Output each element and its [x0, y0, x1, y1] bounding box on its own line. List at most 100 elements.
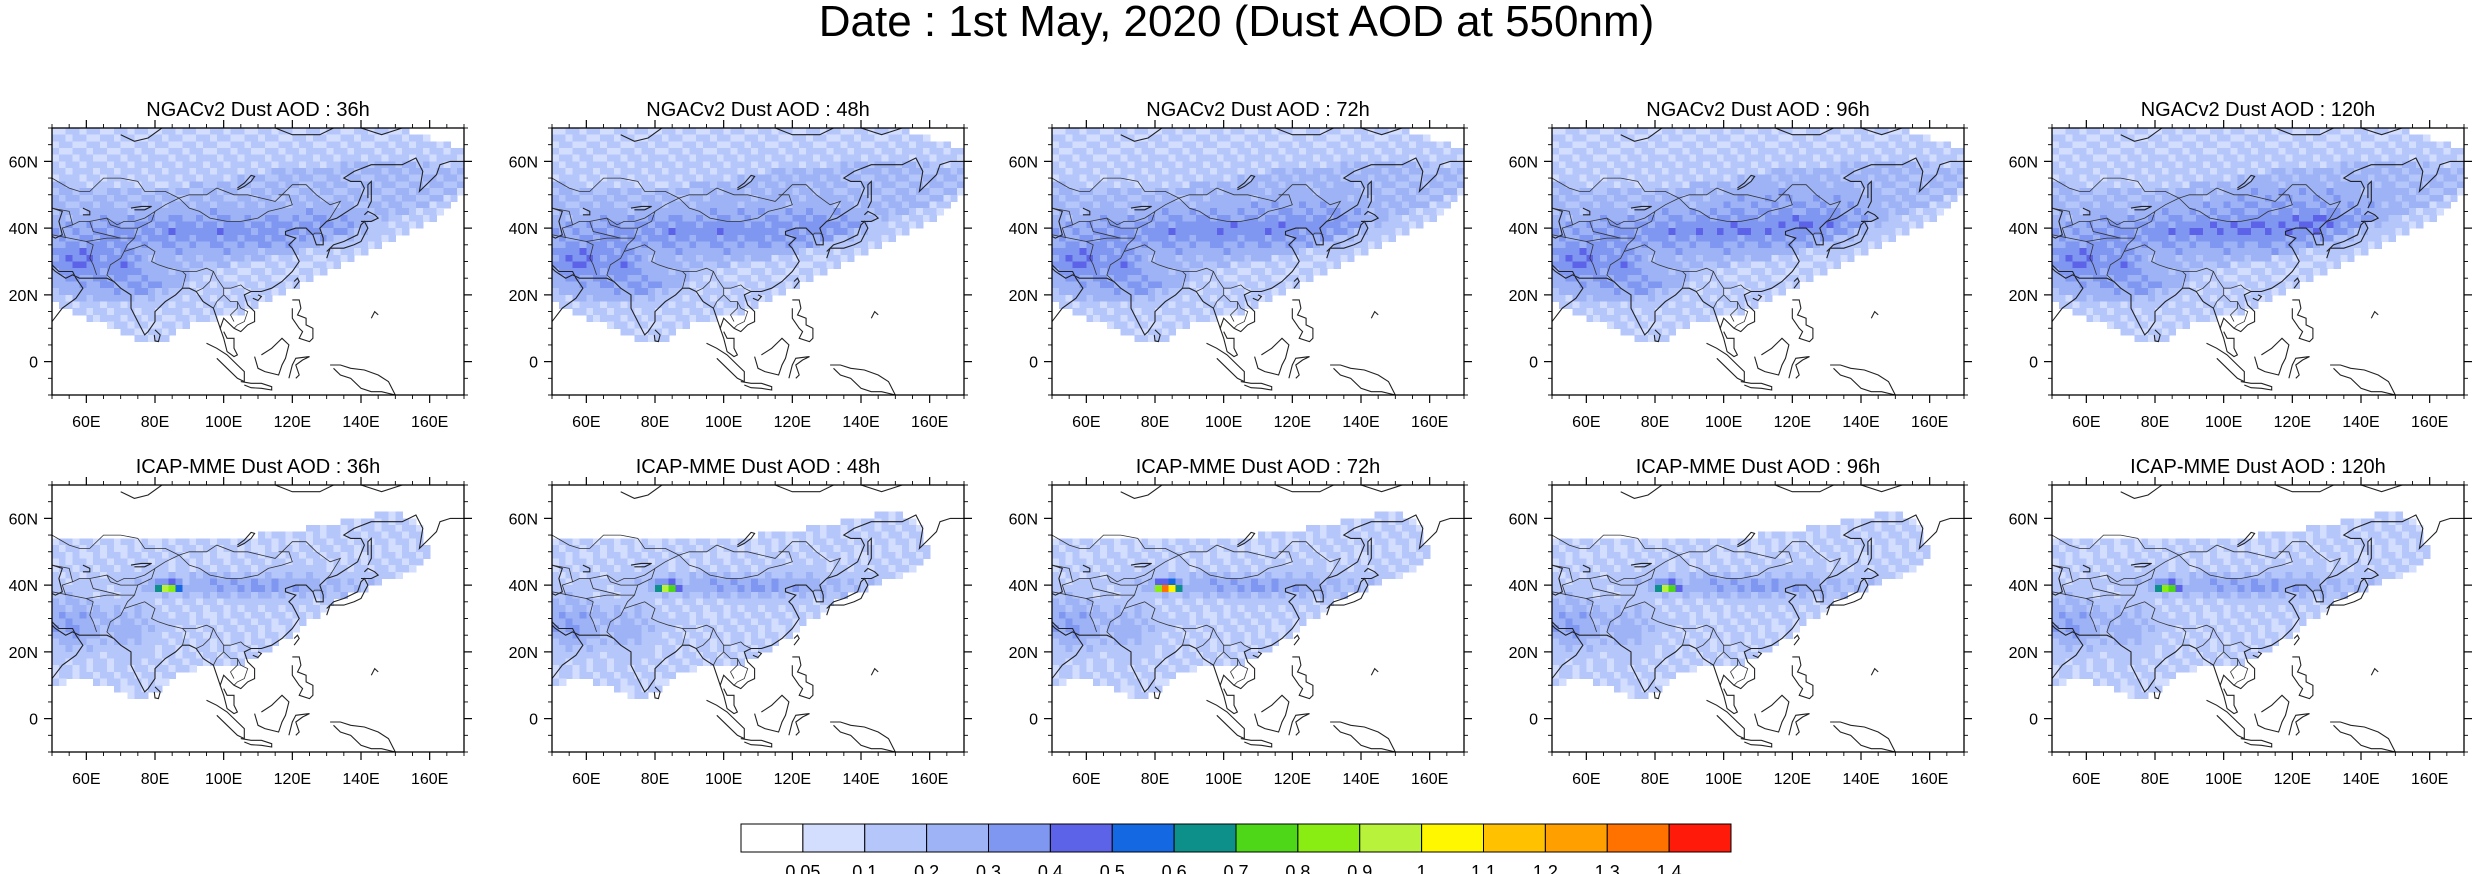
lat-tick-label: 0: [29, 712, 38, 729]
lat-tick-label: 40N: [509, 221, 538, 238]
lon-tick-label: 80E: [2141, 414, 2169, 431]
lat-tick-label: 60N: [2009, 511, 2038, 528]
map-panel: NGACv2 Dust AOD : 96h 60E 80E 100E 120E 140E 1…: [1509, 99, 1972, 431]
aod-field: [1552, 128, 1964, 343]
colorbar-swatch: [1297, 823, 1361, 853]
coastlines: [2052, 485, 2464, 752]
colorbar-label: 0.7: [1223, 862, 1248, 874]
lon-tick-label: 120E: [774, 771, 811, 788]
panel-title: ICAP-MME Dust AOD : 48h: [636, 456, 881, 478]
borders: [1552, 534, 1842, 686]
lon-tick-label: 160E: [1411, 414, 1448, 431]
lon-tick-label: 120E: [2274, 771, 2311, 788]
lat-tick-label: 0: [1029, 355, 1038, 372]
lon-tick-label: 80E: [1641, 414, 1669, 431]
lon-tick-label: 100E: [205, 414, 242, 431]
lon-tick-label: 140E: [1342, 414, 1379, 431]
colorbar-label: 0.5: [1100, 862, 1125, 874]
panel-title: ICAP-MME Dust AOD : 120h: [2130, 456, 2386, 478]
lon-tick-label: 120E: [1274, 771, 1311, 788]
colorbar-label: 0.05: [785, 862, 820, 874]
lon-tick-label: 140E: [1842, 414, 1879, 431]
lat-tick-label: 40N: [1509, 221, 1538, 238]
lon-tick-label: 60E: [1572, 414, 1600, 431]
lon-tick-label: 160E: [1411, 771, 1448, 788]
lat-tick-label: 0: [2029, 355, 2038, 372]
lon-tick-label: 60E: [72, 771, 100, 788]
panel-title: NGACv2 Dust AOD : 72h: [1146, 99, 1369, 121]
coastlines: [1552, 485, 1964, 752]
coastlines: [552, 128, 964, 395]
map-panel: NGACv2 Dust AOD : 120h 60E 80E 100E 120E 140E…: [2009, 99, 2472, 431]
lon-tick-label: 60E: [72, 414, 100, 431]
lon-tick-label: 120E: [274, 771, 311, 788]
lon-tick-label: 140E: [1342, 771, 1379, 788]
lon-tick-label: 160E: [411, 414, 448, 431]
colorbar-label: 1.4: [1657, 862, 1682, 874]
map-panel: NGACv2 Dust AOD : 48h 60E 80E 100E 120E 140E 1…: [509, 99, 972, 431]
lat-tick-label: 0: [529, 712, 538, 729]
colorbar-label: 0.3: [976, 862, 1001, 874]
lon-tick-label: 120E: [1774, 771, 1811, 788]
colorbar-swatch: [802, 823, 866, 853]
lat-tick-label: 0: [529, 355, 538, 372]
lat-tick-label: 60N: [1509, 511, 1538, 528]
colorbar-swatch: [1668, 823, 1732, 853]
lat-tick-label: 0: [2029, 712, 2038, 729]
lat-tick-label: 60N: [1009, 511, 1038, 528]
coastlines: [2052, 128, 2464, 395]
aod-field: [552, 511, 931, 700]
panel-title: NGACv2 Dust AOD : 120h: [2141, 99, 2376, 121]
figure-title: Date : 1st May, 2020 (Dust AOD at 550nm): [818, 0, 1655, 46]
map-panel: ICAP-MME Dust AOD : 48h 60E 80E 100E 120E 140…: [509, 456, 972, 788]
colorbar-swatch: [1421, 823, 1484, 853]
lon-tick-label: 100E: [1205, 414, 1242, 431]
lat-tick-label: 40N: [1009, 221, 1038, 238]
lon-tick-label: 160E: [411, 771, 448, 788]
map-panel: ICAP-MME Dust AOD : 36h 60E 80E 100E 120E 140…: [9, 456, 472, 788]
borders: [2052, 177, 2342, 329]
aod-field: [2052, 511, 2431, 700]
lon-tick-label: 140E: [842, 771, 879, 788]
coastlines: [1052, 485, 1464, 752]
lon-tick-label: 60E: [1072, 414, 1100, 431]
colorbar-label: 1.1: [1471, 862, 1496, 874]
lat-tick-label: 40N: [2009, 221, 2038, 238]
aod-field: [552, 128, 964, 343]
lat-tick-label: 20N: [509, 288, 538, 305]
panel-title: ICAP-MME Dust AOD : 96h: [1636, 456, 1881, 478]
lat-tick-label: 60N: [1509, 154, 1538, 171]
colorbar-label: 0.4: [1038, 862, 1063, 874]
coastlines: [52, 485, 464, 752]
lon-tick-label: 140E: [842, 414, 879, 431]
panel-title: NGACv2 Dust AOD : 36h: [146, 99, 369, 121]
map-panel: NGACv2 Dust AOD : 72h 60E 80E 100E 120E 140E 1…: [1009, 99, 1472, 431]
borders: [552, 534, 842, 686]
colorbar-swatch: [740, 823, 804, 853]
lon-tick-label: 80E: [641, 771, 669, 788]
lon-tick-label: 160E: [2411, 771, 2448, 788]
aod-field: [52, 128, 464, 343]
lon-tick-label: 120E: [1774, 414, 1811, 431]
aod-field: [2052, 128, 2464, 343]
panel-title: ICAP-MME Dust AOD : 36h: [136, 456, 381, 478]
lon-tick-label: 60E: [1572, 771, 1600, 788]
colorbar-swatch: [1049, 823, 1113, 853]
colorbar-swatch: [988, 823, 1051, 853]
panel-title: NGACv2 Dust AOD : 48h: [646, 99, 869, 121]
borders: [52, 534, 342, 686]
colorbar-swatch: [926, 823, 989, 853]
lon-tick-label: 100E: [705, 414, 742, 431]
map-panel: ICAP-MME Dust AOD : 120h 60E 80E 100E 120E 14…: [2009, 456, 2472, 788]
colorbar-label: 0.1: [852, 862, 877, 874]
lon-tick-label: 100E: [2205, 414, 2242, 431]
colorbar-label: 0.8: [1285, 862, 1310, 874]
borders: [1052, 177, 1342, 329]
lon-tick-label: 80E: [1141, 414, 1169, 431]
lon-tick-label: 160E: [2411, 414, 2448, 431]
lon-tick-label: 160E: [1911, 771, 1948, 788]
aod-field: [1552, 511, 1931, 700]
coastlines: [1052, 128, 1464, 395]
lon-tick-label: 80E: [141, 414, 169, 431]
lat-tick-label: 40N: [509, 578, 538, 595]
